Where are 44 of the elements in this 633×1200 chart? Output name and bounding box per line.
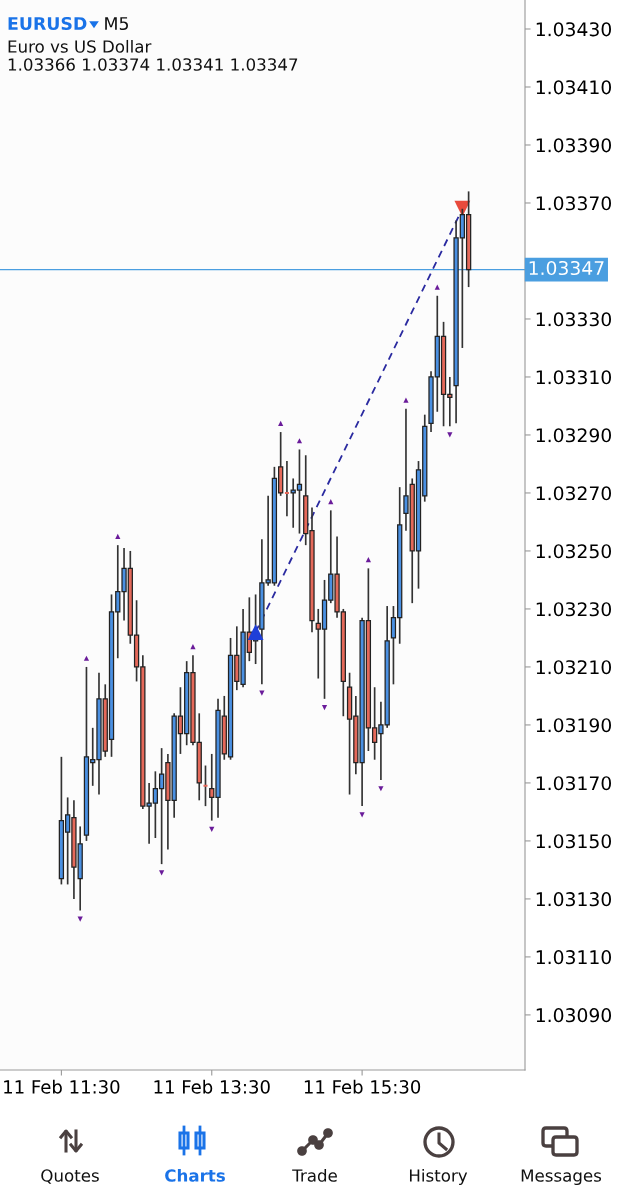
annotation: Euro vs US Dollar — [8, 39, 152, 53]
y-tick-label: 1.03210 — [536, 660, 612, 675]
x-tick-label: 11 Feb 13:30 — [154, 1079, 270, 1094]
y-tick-label: 1.03270 — [536, 486, 612, 501]
y-tick-label: 1.03250 — [536, 544, 612, 559]
y-tick-label: 1.03290 — [536, 428, 612, 443]
point — [447, 432, 453, 438]
text: Quotes — [41, 1169, 99, 1184]
y-tick-label: 1.03430 — [536, 22, 612, 37]
y-tick-label: 1.03370 — [536, 196, 612, 211]
text: History — [409, 1168, 468, 1186]
point — [278, 420, 284, 426]
point — [321, 704, 328, 711]
point — [359, 812, 365, 818]
y-tick-label: 1.03310 — [536, 370, 612, 385]
y-tick-label: 1.03410 — [536, 80, 612, 95]
point — [378, 786, 384, 792]
x-tick-label: 11 Feb 15:30 — [304, 1079, 421, 1094]
y-tick-label: 1.03150 — [536, 834, 612, 849]
point — [365, 557, 371, 563]
ref-line-label: 1.03347 — [529, 260, 604, 276]
point — [434, 284, 440, 290]
point — [159, 870, 165, 876]
y-tick-label: 1.03090 — [536, 1008, 612, 1023]
point — [115, 533, 121, 540]
text: Messages — [521, 1169, 602, 1186]
y-tick-label: 1.03110 — [536, 950, 612, 965]
y-tick-label: 1.03170 — [536, 776, 612, 791]
annotation: M5 — [105, 17, 129, 31]
y-tick-label: 1.03130 — [536, 892, 612, 907]
point — [247, 624, 264, 641]
text: Charts — [165, 1168, 225, 1182]
annotation: 1.03366 1.03374 1.03341 1.03347 — [8, 58, 298, 71]
point — [83, 655, 90, 661]
point — [259, 690, 265, 696]
y-tick-label: 1.03330 — [536, 312, 612, 327]
y-tick-label: 1.03390 — [536, 138, 612, 153]
point — [296, 438, 303, 444]
point — [403, 397, 409, 403]
y-tick-label: 1.03190 — [536, 718, 612, 733]
x-tick-label: 11 Feb 11:30 — [4, 1079, 120, 1094]
y-tick-label: 1.03230 — [536, 602, 612, 617]
text: EURUSD — [8, 16, 87, 31]
text: Trade — [292, 1168, 337, 1182]
